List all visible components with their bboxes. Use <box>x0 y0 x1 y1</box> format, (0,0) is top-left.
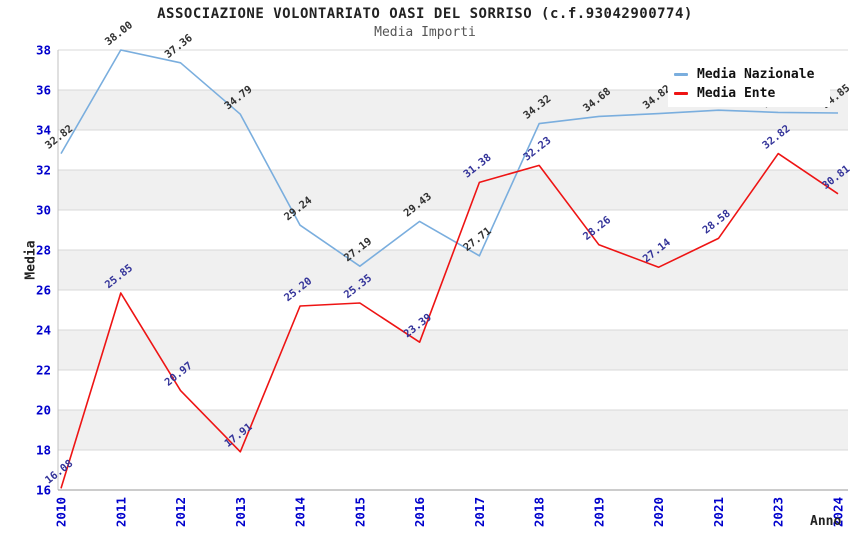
legend: Media Nazionale Media Ente <box>668 60 830 107</box>
y-axis-tick-label: 18 <box>36 443 51 458</box>
y-axis-tick-label: 38 <box>36 43 51 58</box>
legend-label-ente: Media Ente <box>697 85 776 101</box>
legend-swatch-ente-icon <box>674 91 688 95</box>
y-axis-tick-label: 34 <box>36 123 51 138</box>
x-axis-tick-label: 2023 <box>771 497 786 527</box>
y-axis-tick-label: 30 <box>36 203 51 218</box>
legend-swatch-nazionale-icon <box>674 72 688 76</box>
x-axis-tick-label: 2024 <box>831 497 846 527</box>
x-axis-tick-label: 2014 <box>293 497 308 527</box>
grid-band <box>58 410 848 450</box>
chart-subtitle: Media Importi <box>374 25 476 40</box>
x-axis-tick-label: 2011 <box>113 497 128 527</box>
y-axis-title: Media <box>23 240 39 280</box>
x-axis-title: Anno <box>810 514 842 529</box>
data-point-label: 28.58 <box>700 208 732 237</box>
grid-band <box>58 170 848 210</box>
x-axis-tick-label: 2018 <box>532 497 547 527</box>
y-axis-tick-label: 20 <box>36 403 51 418</box>
y-axis-tick-label: 32 <box>36 163 51 178</box>
x-axis-tick-label: 2015 <box>352 497 367 527</box>
y-axis-tick-label: 36 <box>36 83 51 98</box>
chart-title: ASSOCIAZIONE VOLONTARIATO OASI DEL SORRI… <box>157 6 693 22</box>
legend-label-nazionale: Media Nazionale <box>697 66 815 82</box>
data-point-label: 32.23 <box>521 135 553 164</box>
data-point-label: 37.36 <box>163 32 195 61</box>
x-axis-tick-label: 2012 <box>173 497 188 527</box>
y-axis-tick-label: 24 <box>36 323 51 338</box>
x-axis-tick-label: 2019 <box>591 497 606 527</box>
y-axis-tick-label: 26 <box>36 283 51 298</box>
y-axis-tick-label: 28 <box>36 243 51 258</box>
data-point-label: 28.26 <box>581 214 613 243</box>
y-axis-tick-label: 16 <box>36 483 51 498</box>
series-line-nazionale <box>60 49 839 268</box>
series-line-ente <box>60 152 839 489</box>
data-point-label: 38.00 <box>103 19 135 48</box>
x-axis-tick-label: 2017 <box>472 497 487 527</box>
x-axis-tick-label: 2021 <box>711 497 726 527</box>
x-axis-tick-label: 2013 <box>233 497 248 527</box>
x-axis-tick-label: 2016 <box>412 497 427 527</box>
data-point-label: 16.08 <box>43 458 75 487</box>
y-axis-tick-label: 22 <box>36 363 51 378</box>
legend-item-media-nazionale: Media Nazionale <box>674 65 824 83</box>
grid-band <box>58 330 848 370</box>
x-axis-tick-label: 2010 <box>54 497 69 527</box>
grid-band <box>58 250 848 290</box>
legend-item-media-ente: Media Ente <box>674 84 824 102</box>
x-axis-tick-label: 2020 <box>651 497 666 527</box>
